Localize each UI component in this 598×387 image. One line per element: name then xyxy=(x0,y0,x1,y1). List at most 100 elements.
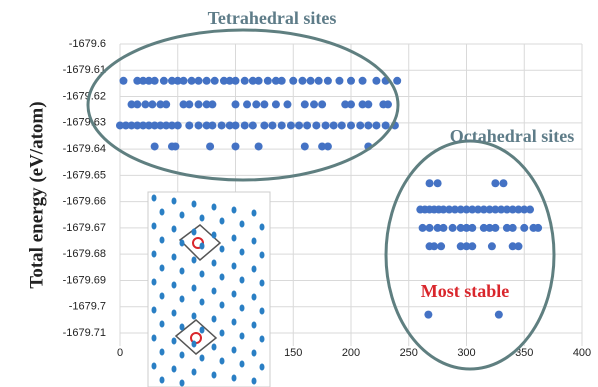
point xyxy=(232,121,240,129)
point xyxy=(359,77,367,85)
point xyxy=(419,224,427,232)
atom xyxy=(260,308,265,315)
point xyxy=(206,142,214,150)
atom xyxy=(220,246,225,253)
atom xyxy=(160,265,165,272)
point xyxy=(434,179,442,187)
point xyxy=(491,179,499,187)
atom xyxy=(192,229,197,236)
point xyxy=(298,77,306,85)
y-tick-label: -1679.66 xyxy=(63,196,106,208)
annotation: Tetrahedral sites xyxy=(208,8,337,28)
point xyxy=(520,224,528,232)
atom xyxy=(160,293,165,300)
x-tick-label: 150 xyxy=(284,347,302,359)
atom xyxy=(200,299,205,306)
point xyxy=(424,311,432,319)
atom xyxy=(232,263,237,270)
atom xyxy=(260,364,265,371)
point xyxy=(364,121,372,129)
annotation: Octahedral sites xyxy=(450,126,574,146)
atom xyxy=(192,341,197,348)
point xyxy=(495,311,503,319)
point xyxy=(430,242,438,250)
point xyxy=(255,77,263,85)
point xyxy=(283,100,291,108)
point xyxy=(195,77,203,85)
point xyxy=(278,121,286,129)
point xyxy=(347,77,355,85)
crystal-inset xyxy=(148,192,270,387)
atom xyxy=(260,224,265,231)
point xyxy=(310,100,318,108)
point xyxy=(449,224,457,232)
atom xyxy=(260,252,265,259)
point xyxy=(232,142,240,150)
point xyxy=(119,77,127,85)
ticks: -1679.6-1679.61-1679.62-1679.63-1679.64-… xyxy=(63,38,592,359)
point xyxy=(243,100,251,108)
point xyxy=(174,121,182,129)
atom xyxy=(252,238,257,245)
point xyxy=(382,121,390,129)
atom xyxy=(232,347,237,354)
point xyxy=(260,100,268,108)
atom xyxy=(212,260,217,267)
point xyxy=(338,121,346,129)
atom xyxy=(180,212,185,219)
atom xyxy=(180,240,185,247)
atom xyxy=(172,226,177,233)
atom xyxy=(200,243,205,250)
atom xyxy=(180,352,185,359)
point xyxy=(180,77,188,85)
atom xyxy=(212,232,217,239)
atom xyxy=(240,249,245,256)
point xyxy=(384,100,392,108)
point xyxy=(356,121,364,129)
point xyxy=(268,121,276,129)
point xyxy=(185,100,193,108)
point xyxy=(211,77,219,85)
point xyxy=(141,100,149,108)
y-tick-label: -1679.7 xyxy=(69,301,106,313)
atom xyxy=(252,350,257,357)
point xyxy=(185,121,193,129)
atom xyxy=(232,291,237,298)
atom xyxy=(240,221,245,228)
point xyxy=(260,121,268,129)
point xyxy=(232,100,240,108)
atom xyxy=(220,358,225,365)
atom xyxy=(240,333,245,340)
point xyxy=(347,100,355,108)
point xyxy=(526,206,534,214)
point xyxy=(364,100,372,108)
atom xyxy=(172,282,177,289)
atom xyxy=(200,327,205,334)
point xyxy=(241,77,249,85)
atom xyxy=(192,257,197,264)
atom xyxy=(232,207,237,214)
atom xyxy=(252,322,257,329)
atom xyxy=(172,310,177,317)
point xyxy=(315,77,323,85)
point xyxy=(491,224,499,232)
point xyxy=(278,77,286,85)
point xyxy=(249,121,257,129)
atom xyxy=(220,302,225,309)
atom xyxy=(232,375,237,382)
point xyxy=(372,77,380,85)
atom xyxy=(212,204,217,211)
atom xyxy=(192,369,197,376)
atom xyxy=(172,254,177,261)
atom xyxy=(220,218,225,225)
y-axis-label: Total energy (eV/atom) xyxy=(26,101,47,288)
y-tick-label: -1679.68 xyxy=(63,248,106,260)
point xyxy=(218,121,226,129)
point xyxy=(255,142,263,150)
y-tick-label: -1679.69 xyxy=(63,274,106,286)
point xyxy=(208,100,216,108)
atom xyxy=(172,366,177,373)
y-tick-label: -1679.65 xyxy=(63,169,106,181)
annotation: Most stable xyxy=(421,281,510,301)
y-tick-label: -1679.62 xyxy=(63,90,106,102)
